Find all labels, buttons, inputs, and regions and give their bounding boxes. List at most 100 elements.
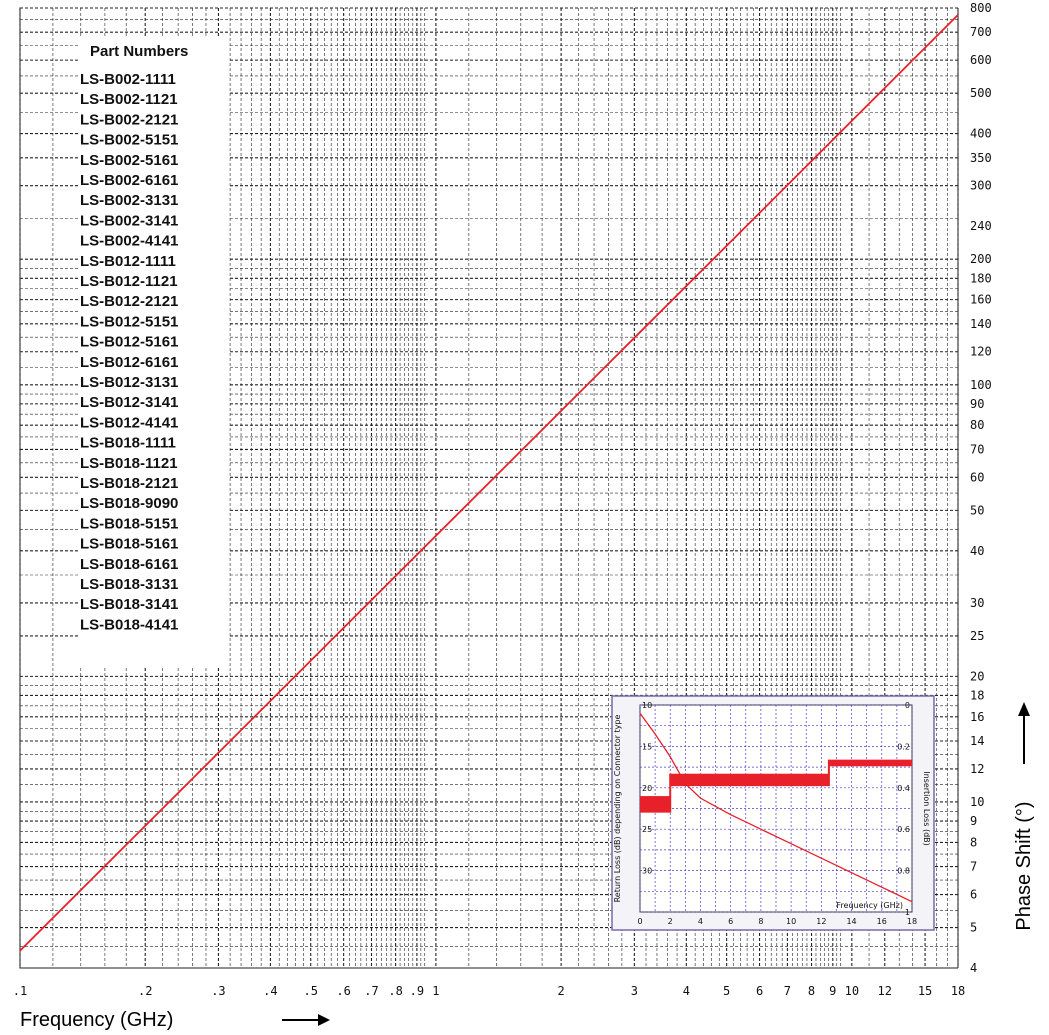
x-tick-label: 18 [951, 984, 965, 998]
x-tick-label: .9 [410, 984, 424, 998]
y-tick-label: 80 [970, 418, 984, 432]
legend-item: LS-B018-4141 [80, 616, 178, 633]
legend-item: LS-B018-1111 [80, 435, 176, 452]
y-axis-title: Phase Shift (°) [1013, 801, 1035, 930]
x-tick-label: 6 [756, 984, 763, 998]
x-tick-label: 12 [878, 984, 892, 998]
y-tick-label: 200 [970, 252, 992, 266]
part-numbers-legend: Part Numbers LS-B002-1111 LS-B002-1121 LS-B… [78, 38, 228, 666]
y-tick-label: 16 [970, 710, 984, 724]
inset-x-tick-label: 6 [728, 917, 733, 926]
legend-item: LS-B012-5151 [80, 313, 178, 330]
x-tick-label: 2 [557, 984, 564, 998]
legend-item: LS-B002-5151 [80, 132, 178, 149]
inset-chart: 0 2 4 6 8 10 12 14 16 18 10 15 20 25 30 0 0.2 0.4 0.6 0.8 1F… [611, 695, 935, 931]
y-tick-label: 140 [970, 317, 992, 331]
legend-item: LS-B018-5161 [80, 536, 178, 553]
y-tick-label: 10 [970, 795, 984, 809]
y-tick-label: 240 [970, 219, 992, 233]
inset-x-tick-label: 8 [758, 917, 763, 926]
inset-y-left-tick-label: 30 [642, 867, 652, 876]
inset-y-right-tick-label: 0 [905, 701, 910, 710]
x-tick-label: 4 [683, 984, 690, 998]
x-tick-label: .7 [364, 984, 378, 998]
legend-item: LS-B012-5161 [80, 334, 178, 351]
inset-x-tick-label: 14 [846, 917, 856, 926]
legend-background [78, 38, 228, 666]
y-tick-label: 400 [970, 127, 992, 141]
x-tick-label: 10 [845, 984, 859, 998]
y-tick-label: 70 [970, 442, 984, 456]
return-loss-band [640, 796, 671, 813]
legend-item: LS-B012-6161 [80, 354, 178, 371]
y-tick-label: 18 [970, 688, 984, 702]
x-axis-arrow-head [318, 1014, 330, 1026]
y-axis-arrow-head [1018, 702, 1030, 716]
phase-shift-line [19, 14, 959, 952]
inset-y-right-tick-label: 0.4 [897, 784, 910, 793]
inset-x-tick-label: 18 [907, 917, 917, 926]
x-tick-label: 15 [918, 984, 932, 998]
y-tick-label: 14 [970, 734, 984, 748]
inset-y-left-tick-label: 10 [642, 701, 652, 710]
y-tick-label: 120 [970, 345, 992, 359]
legend-item: LS-B018-5151 [80, 515, 178, 532]
inset-x-tick-label: 12 [816, 917, 826, 926]
legend-item: LS-B018-3131 [80, 576, 178, 593]
legend-item: LS-B018-9090 [80, 495, 178, 512]
legend-item: LS-B012-1121 [80, 273, 178, 290]
legend-item: LS-B012-3141 [80, 394, 178, 411]
y-tick-label: 700 [970, 25, 992, 39]
y-tick-label: 4 [970, 961, 977, 975]
inset-y-right-axis-label: Insertion Loss (dB) [922, 771, 931, 846]
y-tick-label: 300 [970, 179, 992, 193]
legend-item: LS-B018-6161 [80, 556, 178, 573]
legend-item: LS-B018-3141 [80, 596, 178, 613]
inset-y-right-tick-label: 0.2 [897, 742, 910, 751]
inset-x-tick-label: 4 [698, 917, 703, 926]
legend-title: Part Numbers [90, 43, 188, 60]
y-tick-label: 60 [970, 470, 984, 484]
chart-series [19, 14, 959, 952]
legend-item: LS-B012-4141 [80, 414, 178, 431]
inset-x-tick-label: 10 [786, 917, 796, 926]
x-axis-title: Frequency (GHz) [20, 1009, 173, 1031]
y-tick-label: 600 [970, 53, 992, 67]
plot-frame [19, 7, 959, 969]
x-tick-label: 7 [784, 984, 791, 998]
y-tick-label: 12 [970, 762, 984, 776]
x-tick-label: 5 [723, 984, 730, 998]
inset-x-tick-label: 0 [637, 917, 642, 926]
legend-item: LS-B012-2121 [80, 293, 178, 310]
y-tick-label: 90 [970, 397, 984, 411]
x-tick-label: 9 [829, 984, 836, 998]
x-tick-label: .6 [336, 984, 350, 998]
legend-item: LS-B002-4141 [80, 233, 178, 250]
y-tick-label: 7 [970, 860, 977, 874]
legend-item: LS-B002-3131 [80, 192, 178, 209]
legend-item: LS-B002-5161 [80, 152, 178, 169]
x-tick-label: .8 [388, 984, 402, 998]
inset-y-left-tick-label: 15 [642, 742, 652, 751]
y-tick-label: 5 [970, 921, 977, 935]
legend-item: LS-B002-6161 [80, 172, 178, 189]
x-tick-label: .5 [303, 984, 317, 998]
insertion-loss-line [639, 712, 913, 903]
x-tick-label: .1 [13, 984, 27, 998]
x-tick-label: 3 [631, 984, 638, 998]
return-loss-band [828, 759, 912, 767]
y-tick-label: 8 [970, 835, 977, 849]
legend-item: LS-B018-2121 [80, 475, 178, 492]
inset-y-right-tick-label: 1 [905, 908, 910, 917]
legend-item: LS-B002-1111 [80, 71, 176, 88]
inset-x-tick-label: 2 [668, 917, 673, 926]
y-tick-label: 800 [970, 1, 992, 15]
inset-y-left-axis-label: Return Loss (dB) depending on Connector … [613, 715, 622, 903]
x-tick-label: 1 [432, 984, 439, 998]
legend-item: LS-B012-3131 [80, 374, 178, 391]
return-loss-band [670, 773, 829, 787]
chart-tick-labels: .1.2.3.4.5.6.7.8.9 1 2 3 4 5 6 7 8 9 10 12 15 1845678… [13, 1, 992, 998]
legend-item: LS-B012-1111 [80, 253, 176, 270]
y-tick-label: 100 [970, 378, 992, 392]
